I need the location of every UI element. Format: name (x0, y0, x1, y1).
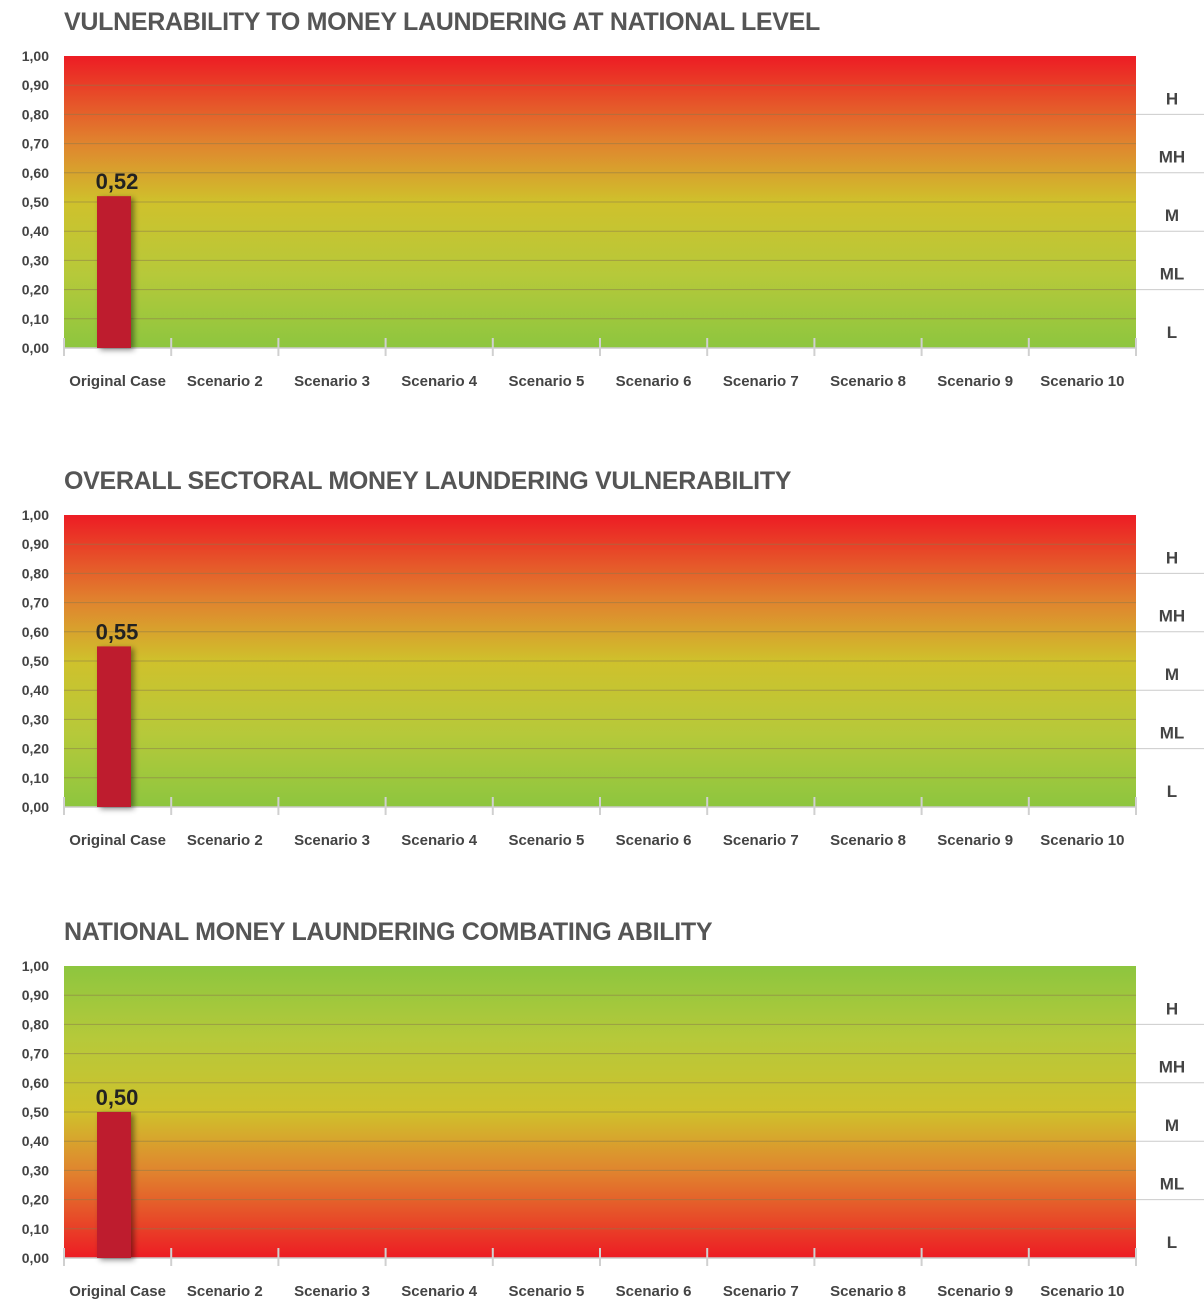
chart-plot: 0,00 0,10 0,20 0,30 0,40 0,50 0,60 0,70 0,80 0,90… (22, 507, 1204, 849)
y-tick-label: 0,90 (22, 987, 49, 1003)
x-category-label: Scenario 7 (723, 373, 799, 390)
band-label: H (1166, 89, 1178, 108)
y-tick-label: 0,50 (22, 194, 49, 210)
band-label: MH (1159, 148, 1185, 167)
band-label: H (1166, 548, 1178, 567)
x-category-label: Scenario 5 (508, 1283, 584, 1299)
y-tick-label: 0,30 (22, 1162, 49, 1178)
chart-title: VULNERABILITY TO MONEY LAUNDERING AT NAT… (64, 8, 821, 36)
y-tick-label: 0,90 (22, 536, 49, 552)
band-label: M (1165, 1116, 1179, 1135)
band-label: MH (1159, 607, 1185, 626)
x-category-label: Scenario 2 (187, 832, 263, 849)
x-category-label: Scenario 7 (723, 1283, 799, 1299)
x-category-label: Scenario 9 (937, 373, 1013, 390)
x-category-label: Scenario 6 (616, 1283, 692, 1299)
y-tick-label: 0,00 (22, 340, 49, 356)
y-tick-label: 0,80 (22, 1016, 49, 1032)
band-label: M (1165, 665, 1179, 684)
x-category-label: Scenario 10 (1040, 832, 1124, 849)
y-tick-label: 0,90 (22, 77, 49, 93)
y-tick-label: 0,30 (22, 711, 49, 727)
x-category-label: Original Case (69, 373, 166, 390)
band-label: ML (1160, 1175, 1185, 1194)
chart-title: NATIONAL MONEY LAUNDERING COMBATING ABIL… (64, 918, 713, 946)
band-label: H (1166, 999, 1178, 1018)
x-category-label: Scenario 10 (1040, 373, 1124, 390)
x-category-label: Scenario 3 (294, 373, 370, 390)
y-tick-label: 1,00 (22, 958, 49, 974)
data-label: 0,50 (96, 1085, 139, 1110)
y-tick-label: 0,80 (22, 565, 49, 581)
y-tick-label: 0,70 (22, 1046, 49, 1062)
band-label: L (1167, 782, 1177, 801)
x-category-label: Scenario 6 (616, 832, 692, 849)
band-label: L (1167, 323, 1177, 342)
chart-title: OVERALL SECTORAL MONEY LAUNDERING VULNER… (64, 467, 792, 495)
x-category-label: Scenario 5 (508, 373, 584, 390)
band-label: ML (1160, 724, 1185, 743)
y-tick-label: 0,60 (22, 1075, 49, 1091)
x-category-label: Scenario 9 (937, 1283, 1013, 1299)
y-tick-label: 0,70 (22, 595, 49, 611)
y-tick-label: 0,20 (22, 282, 49, 298)
y-tick-label: 0,40 (22, 223, 49, 239)
chart-plot: 0,00 0,10 0,20 0,30 0,40 0,50 0,60 0,70 0,80 0,90… (22, 958, 1204, 1299)
y-tick-label: 0,30 (22, 252, 49, 268)
y-tick-label: 1,00 (22, 48, 49, 64)
x-category-label: Scenario 2 (187, 1283, 263, 1299)
sectoral-vulnerability-chart: OVERALL SECTORAL MONEY LAUNDERING VULNER… (0, 467, 1204, 867)
y-tick-label: 0,60 (22, 624, 49, 640)
y-tick-label: 0,10 (22, 770, 49, 786)
vulnerability-national-chart: VULNERABILITY TO MONEY LAUNDERING AT NAT… (0, 8, 1204, 408)
data-label: 0,55 (96, 619, 139, 644)
combating-ability-chart: NATIONAL MONEY LAUNDERING COMBATING ABIL… (0, 918, 1204, 1299)
data-label: 0,52 (96, 169, 139, 194)
x-category-label: Scenario 8 (830, 373, 906, 390)
x-category-label: Scenario 7 (723, 832, 799, 849)
x-category-label: Scenario 5 (508, 832, 584, 849)
x-category-label: Scenario 4 (401, 1283, 478, 1299)
x-category-label: Original Case (69, 1283, 166, 1299)
x-category-label: Scenario 9 (937, 832, 1013, 849)
y-tick-label: 0,50 (22, 653, 49, 669)
x-category-label: Scenario 2 (187, 373, 263, 390)
bar-0 (97, 1112, 131, 1258)
x-category-label: Scenario 8 (830, 832, 906, 849)
y-tick-label: 0,00 (22, 1250, 49, 1266)
x-category-label: Scenario 8 (830, 1283, 906, 1299)
y-tick-label: 0,40 (22, 682, 49, 698)
band-label: L (1167, 1233, 1177, 1252)
y-tick-label: 0,10 (22, 311, 49, 327)
band-label: ML (1160, 265, 1185, 284)
y-tick-label: 0,10 (22, 1221, 49, 1237)
x-category-label: Original Case (69, 832, 166, 849)
x-category-label: Scenario 3 (294, 1283, 370, 1299)
x-category-label: Scenario 4 (401, 832, 478, 849)
bar-0 (97, 196, 131, 348)
y-tick-label: 1,00 (22, 507, 49, 523)
y-tick-label: 0,40 (22, 1133, 49, 1149)
y-tick-label: 0,20 (22, 741, 49, 757)
y-tick-label: 0,80 (22, 106, 49, 122)
band-label: MH (1159, 1058, 1185, 1077)
x-category-label: Scenario 10 (1040, 1283, 1124, 1299)
bar-0 (97, 646, 131, 807)
y-tick-label: 0,20 (22, 1192, 49, 1208)
y-tick-label: 0,00 (22, 799, 49, 815)
x-category-label: Scenario 4 (401, 373, 478, 390)
band-label: M (1165, 206, 1179, 225)
y-tick-label: 0,60 (22, 165, 49, 181)
x-category-label: Scenario 3 (294, 832, 370, 849)
y-tick-label: 0,50 (22, 1104, 49, 1120)
chart-plot: 0,00 0,10 0,20 0,30 0,40 0,50 0,60 0,70 0,80 0,90… (22, 48, 1204, 390)
x-category-label: Scenario 6 (616, 373, 692, 390)
y-tick-label: 0,70 (22, 136, 49, 152)
